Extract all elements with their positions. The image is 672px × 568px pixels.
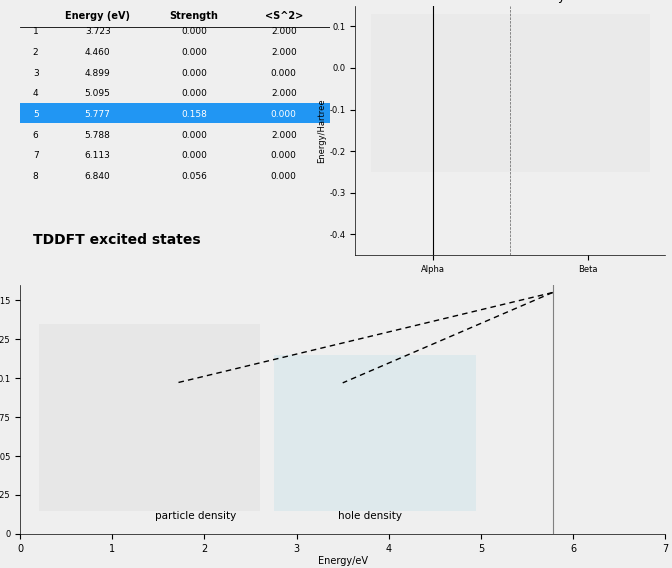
Text: 6.113: 6.113 bbox=[85, 152, 111, 160]
Text: 8: 8 bbox=[33, 172, 38, 181]
Text: <S^2>: <S^2> bbox=[265, 11, 303, 20]
Text: 0.056: 0.056 bbox=[181, 172, 207, 181]
Text: Energy (eV): Energy (eV) bbox=[65, 11, 130, 20]
Text: 2.000: 2.000 bbox=[271, 48, 296, 57]
Text: 1: 1 bbox=[33, 27, 38, 36]
Y-axis label: Energy/Hartree: Energy/Hartree bbox=[317, 98, 327, 162]
Text: 0.000: 0.000 bbox=[271, 152, 297, 160]
Text: 0.000: 0.000 bbox=[181, 69, 207, 78]
Text: 2.000: 2.000 bbox=[271, 89, 296, 98]
Text: 2.000: 2.000 bbox=[271, 27, 296, 36]
Text: 6.840: 6.840 bbox=[85, 172, 111, 181]
Text: TDDFT excited states: TDDFT excited states bbox=[32, 233, 200, 248]
Text: 2: 2 bbox=[33, 48, 38, 57]
Text: 0.000: 0.000 bbox=[181, 27, 207, 36]
Text: 3.723: 3.723 bbox=[85, 27, 111, 36]
Text: 5.777: 5.777 bbox=[85, 110, 111, 119]
Text: 3: 3 bbox=[33, 69, 38, 78]
Text: 0.000: 0.000 bbox=[181, 89, 207, 98]
Text: 5.095: 5.095 bbox=[85, 89, 111, 98]
Text: 0.000: 0.000 bbox=[271, 110, 297, 119]
Bar bbox=[371, 14, 650, 172]
Bar bbox=[38, 324, 260, 511]
Text: 2.000: 2.000 bbox=[271, 131, 296, 140]
Text: 0.000: 0.000 bbox=[181, 48, 207, 57]
Text: 7: 7 bbox=[33, 152, 38, 160]
X-axis label: Energy/eV: Energy/eV bbox=[318, 557, 368, 566]
Text: 0.000: 0.000 bbox=[271, 69, 297, 78]
Text: 0.000: 0.000 bbox=[271, 172, 297, 181]
Text: hole density: hole density bbox=[339, 511, 403, 521]
Text: 4.899: 4.899 bbox=[85, 69, 111, 78]
Text: Strength: Strength bbox=[169, 11, 218, 20]
Text: 5: 5 bbox=[33, 110, 38, 119]
Text: 4.460: 4.460 bbox=[85, 48, 110, 57]
Title: transition density: transition density bbox=[456, 0, 565, 3]
Text: 4: 4 bbox=[33, 89, 38, 98]
Bar bbox=[20, 103, 331, 123]
Text: 5.788: 5.788 bbox=[85, 131, 111, 140]
Text: 6: 6 bbox=[33, 131, 38, 140]
Bar bbox=[274, 355, 476, 511]
Text: 0.000: 0.000 bbox=[181, 152, 207, 160]
Text: 0.000: 0.000 bbox=[181, 131, 207, 140]
Text: particle density: particle density bbox=[155, 511, 236, 521]
Text: 0.158: 0.158 bbox=[181, 110, 207, 119]
